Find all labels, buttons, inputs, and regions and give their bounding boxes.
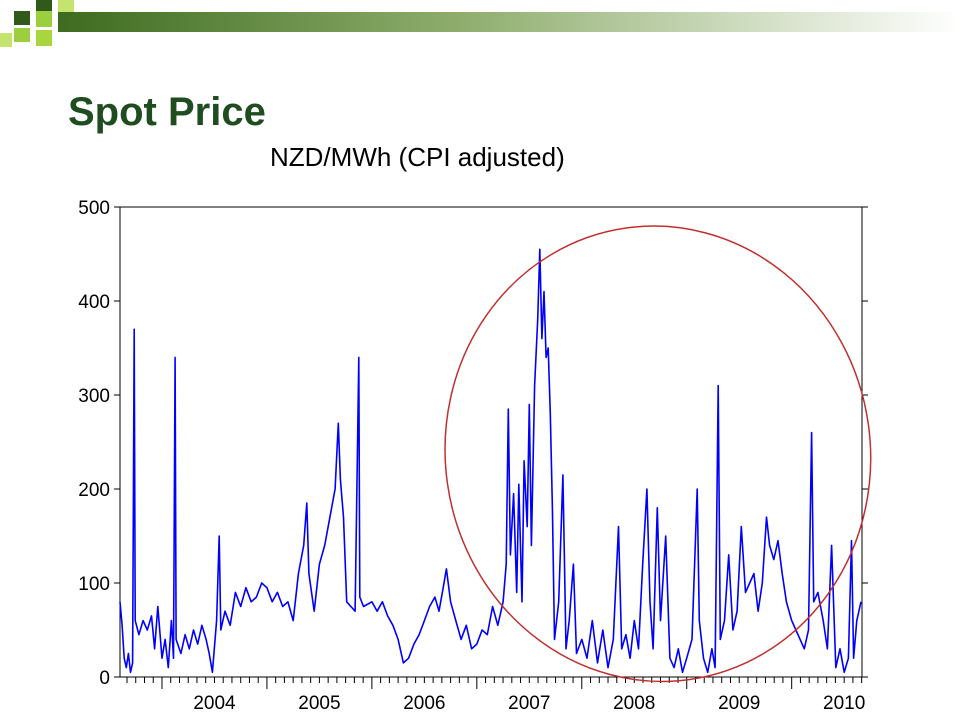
plot-frame — [119, 206, 863, 678]
y-tick-label: 500 — [78, 198, 110, 219]
slide-title: Spot Price — [68, 90, 266, 134]
x-tick-label: 2008 — [613, 693, 655, 714]
deco-square — [36, 0, 52, 14]
y-tick-label: 0 — [99, 668, 110, 689]
deco-square — [36, 11, 52, 27]
deco-square — [14, 28, 30, 42]
y-tick-label: 300 — [78, 386, 110, 407]
x-tick-label: 2010 — [823, 693, 865, 714]
deco-square — [0, 33, 12, 47]
deco-square — [36, 30, 52, 46]
header-gradient-bar — [58, 12, 960, 32]
x-tick-label: 2007 — [508, 693, 550, 714]
y-tick-label: 400 — [78, 292, 110, 313]
deco-square — [58, 0, 74, 12]
y-tick-label: 200 — [78, 480, 110, 501]
x-tick-label: 2006 — [403, 693, 445, 714]
chart-title: NZD/MWh (CPI adjusted) — [270, 142, 565, 172]
spot-price-series-line — [119, 248, 862, 674]
x-tick-label: 2005 — [298, 693, 340, 714]
y-tick-label: 100 — [78, 574, 110, 595]
x-tick-label: 2009 — [718, 693, 760, 714]
x-tick-label: 2004 — [193, 693, 236, 714]
slide-corner-decoration — [0, 0, 960, 47]
highlight-ellipse-annotation — [444, 225, 872, 683]
deco-square — [14, 11, 30, 25]
